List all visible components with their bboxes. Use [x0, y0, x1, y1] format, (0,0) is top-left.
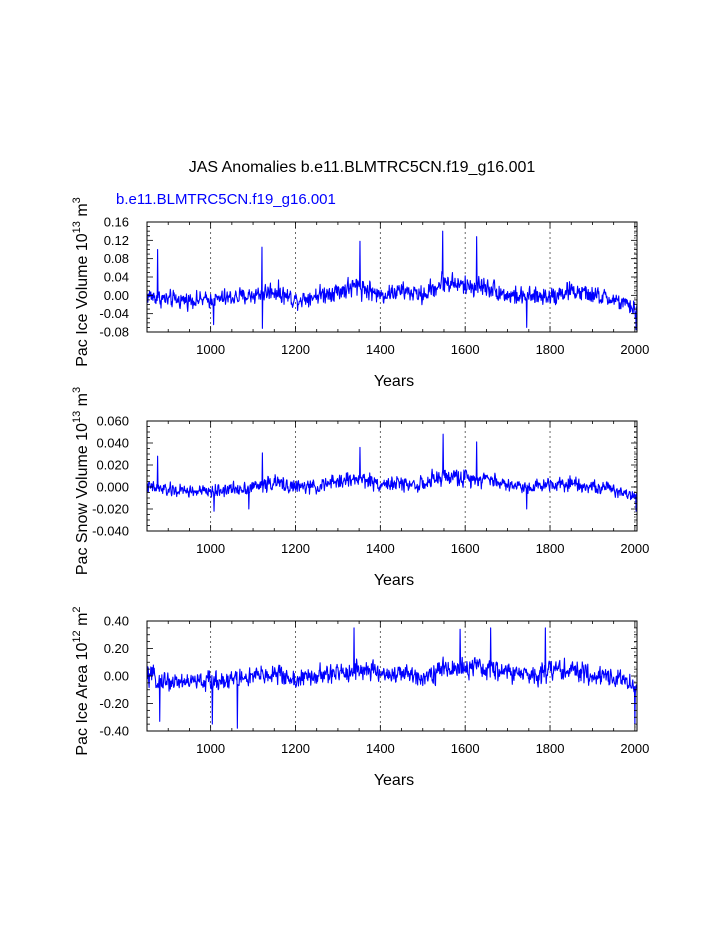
chart-panels: 1000 1200 1400 1600 1800 2000 -0.08 -0.04 0.00 0.…	[71, 197, 649, 789]
x-tick-label: 1200	[281, 342, 310, 357]
y-axis-label: Pac Ice Volume 1013 m3	[71, 197, 91, 367]
x-tick-label: 1800	[536, 342, 565, 357]
figure-title: JAS Anomalies b.e11.BLMTRC5CN.f19_g16.00…	[189, 159, 536, 176]
y-axis-label: Pac Ice Area 1012 m2	[71, 606, 91, 755]
x-axis-label: Years	[374, 373, 414, 390]
y-tick-label: 0.020	[96, 458, 129, 473]
y-tick-label: -0.04	[99, 306, 129, 321]
series-line	[146, 433, 638, 512]
y-tick-label: 0.20	[104, 641, 129, 656]
x-tick-label: 1600	[451, 541, 480, 556]
x-tick-label: 1400	[366, 342, 395, 357]
plot-frame	[146, 420, 638, 532]
series-line	[146, 230, 638, 331]
y-tick-label: 0.000	[96, 480, 129, 495]
x-tick-label: 1800	[536, 741, 565, 756]
series-name-label: b.e11.BLMTRC5CN.f19_g16.001	[116, 191, 336, 208]
x-tick-label: 1000	[196, 342, 225, 357]
y-tick-label: 0.04	[104, 270, 129, 285]
x-tick-label: 1400	[366, 741, 395, 756]
y-tick-label: 0.00	[104, 669, 129, 684]
plot-frame	[146, 221, 638, 333]
x-axis-label: Years	[374, 772, 414, 789]
x-tick-label: 1200	[281, 741, 310, 756]
y-tick-label: 0.08	[104, 251, 129, 266]
x-tick-label: 2000	[620, 342, 649, 357]
y-tick-label: 0.060	[96, 414, 129, 429]
y-tick-label: -0.040	[92, 524, 129, 539]
y-tick-label: -0.08	[99, 325, 129, 340]
y-axis-label: Pac Snow Volume 1013 m3	[71, 387, 91, 575]
y-tick-label: 0.040	[96, 436, 129, 451]
x-tick-label: 1200	[281, 541, 310, 556]
y-tick-label: 0.40	[104, 614, 129, 629]
chart-panel-1: 1000 1200 1400 1600 1800 2000 -0.08 -0.04 0.00 0.…	[71, 197, 649, 390]
x-tick-label: 1400	[366, 541, 395, 556]
y-tick-label: -0.20	[99, 696, 129, 711]
chart-panel-3: 1000 1200 1400 1600 1800 2000 -0.40 -0.20 0.00 0.…	[71, 606, 649, 789]
x-tick-label: 2000	[620, 541, 649, 556]
series-line	[146, 627, 638, 729]
x-tick-label: 1800	[536, 541, 565, 556]
chart-panel-2: 1000 1200 1400 1600 1800 2000 -0.040 -0.020 0.00…	[71, 387, 649, 589]
x-axis-label: Years	[374, 572, 414, 589]
y-tick-label: -0.40	[99, 724, 129, 739]
y-tick-label: -0.020	[92, 502, 129, 517]
x-tick-label: 1600	[451, 342, 480, 357]
x-tick-label: 1600	[451, 741, 480, 756]
x-tick-label: 1000	[196, 741, 225, 756]
x-tick-label: 2000	[620, 741, 649, 756]
y-tick-label: 0.12	[104, 233, 129, 248]
x-tick-label: 1000	[196, 541, 225, 556]
y-tick-label: 0.16	[104, 215, 129, 230]
y-tick-label: 0.00	[104, 288, 129, 303]
